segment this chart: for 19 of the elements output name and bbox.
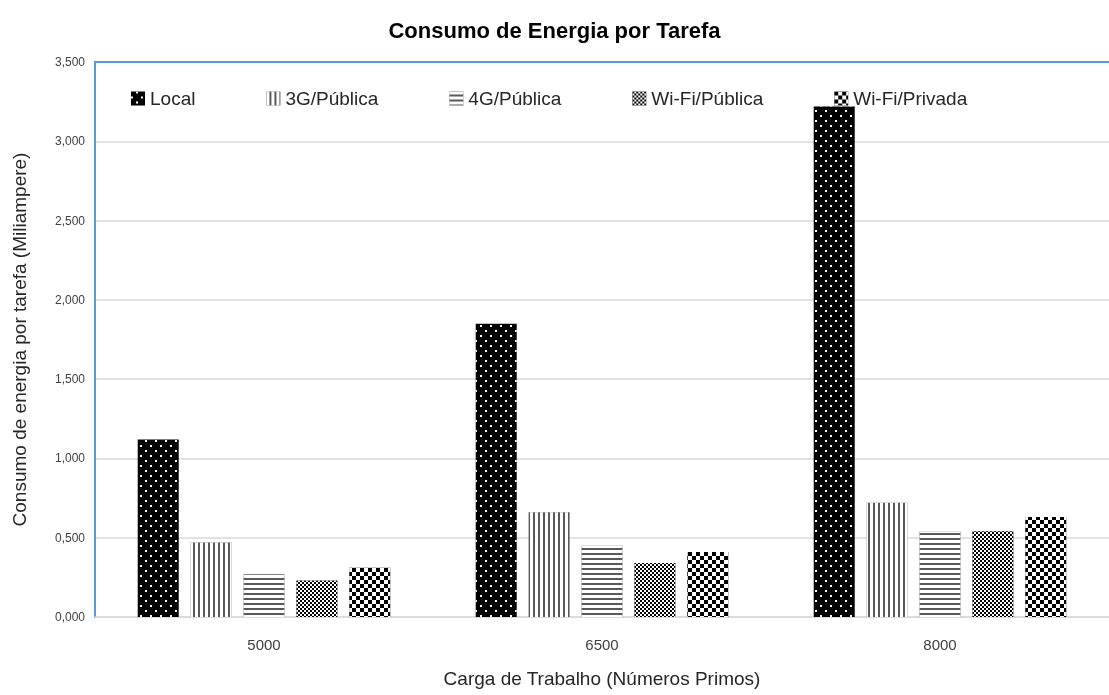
x-tick-label: 5000 (247, 636, 281, 653)
y-tick-label: 2,500 (54, 213, 86, 228)
y-tick-label: 3,500 (54, 55, 86, 69)
x-axis-title: Carga de Trabalho (Números Primos) (443, 668, 761, 689)
y-tick-label: 0,500 (54, 530, 86, 545)
legend-label: Local (150, 88, 196, 109)
y-tick-label: 1,500 (54, 372, 86, 387)
legend-label: 3G/Pública (285, 88, 379, 109)
chart-title: Consumo de Energia por Tarefa (388, 17, 722, 43)
y-tick-label: 0,000 (54, 610, 86, 624)
y-tick-label: 1,000 (54, 451, 86, 466)
x-tick-label: 6500 (585, 636, 619, 653)
legend-label: 4G/Pública (468, 88, 562, 109)
y-axis-title: Consumo de energia por tarefa (Miliampere) (9, 152, 30, 527)
legend-label: Wi-Fi/Privada (853, 88, 968, 109)
legend-label: Wi-Fi/Pública (651, 88, 764, 109)
y-tick-label: 2,000 (54, 292, 86, 307)
x-tick-label: 8000 (923, 636, 957, 653)
y-tick-label: 3,000 (54, 134, 86, 149)
